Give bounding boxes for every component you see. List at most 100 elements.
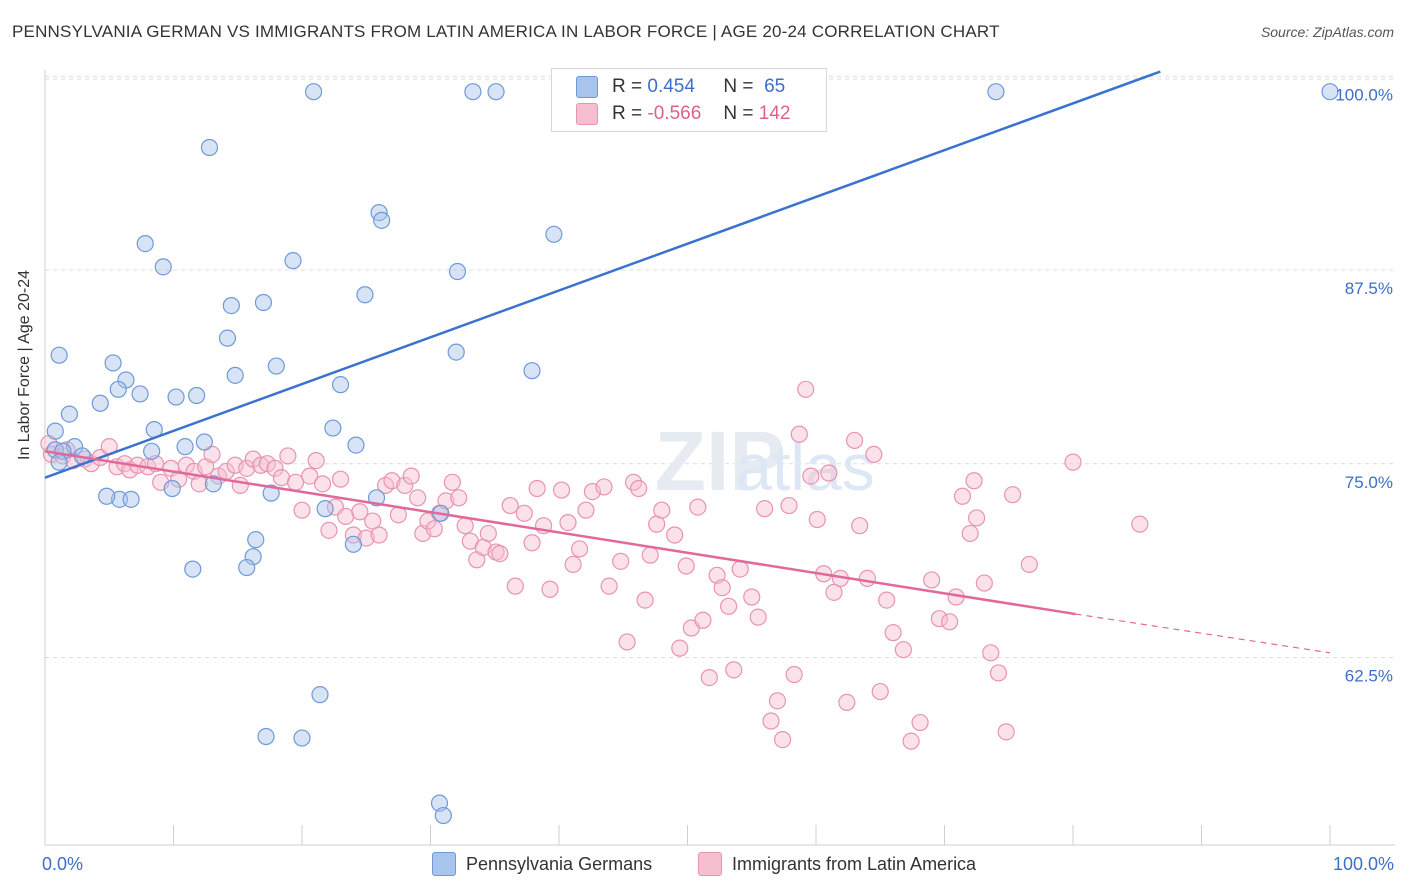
x-tick-label-min: 0.0% [42, 854, 84, 874]
point-pennsylvania-germans [218, 329, 237, 347]
point-immigrants-latin-america [351, 503, 369, 521]
point-pennsylvania-germans [131, 385, 149, 403]
legend-n-label: N = [723, 76, 754, 97]
point-pennsylvania-germans [987, 83, 1005, 101]
point-immigrants-latin-america [755, 500, 774, 518]
legend-row-pink: R = -0.566 N = 142 [576, 101, 790, 127]
point-pennsylvania-germans [109, 380, 127, 398]
point-immigrants-latin-america [320, 521, 338, 539]
point-immigrants-latin-america [865, 445, 883, 463]
point-pennsylvania-germans [188, 386, 206, 405]
point-pennsylvania-germans [176, 438, 194, 456]
legend-r-value: 0.454 [647, 76, 695, 97]
point-immigrants-latin-america [450, 489, 468, 507]
point-immigrants-latin-america [768, 692, 787, 710]
point-immigrants-latin-america [383, 472, 401, 490]
point-pennsylvania-germans [98, 487, 116, 505]
point-pennsylvania-germans [267, 357, 285, 375]
point-immigrants-latin-america [982, 644, 1000, 662]
bottom-legend-pink: Immigrants from Latin America [698, 852, 976, 876]
point-pennsylvania-germans [222, 297, 240, 315]
point-pennsylvania-germans [136, 235, 154, 253]
point-pennsylvania-germans [226, 366, 244, 384]
point-immigrants-latin-america [780, 496, 798, 515]
legend-r-label: R = [612, 103, 643, 124]
point-immigrants-latin-america [570, 540, 589, 558]
y-tick-labels: 62.5% 75.0% 87.5% 100.0% [1335, 85, 1393, 685]
point-pennsylvania-germans [487, 83, 505, 101]
point-immigrants-latin-america [743, 588, 761, 606]
point-immigrants-latin-america [313, 475, 332, 493]
point-immigrants-latin-america [600, 577, 618, 595]
pink-points-layer [40, 380, 1149, 750]
point-immigrants-latin-america [653, 501, 671, 519]
point-pennsylvania-germans [91, 394, 109, 412]
trend-line-pink-extension [1075, 613, 1331, 654]
point-immigrants-latin-america [636, 591, 654, 609]
source-label: Source: ZipAtlas.com [1260, 24, 1394, 40]
point-immigrants-latin-america [953, 487, 972, 505]
point-pennsylvania-germans [195, 433, 213, 451]
point-immigrants-latin-america [666, 526, 684, 544]
point-immigrants-latin-america [559, 513, 577, 532]
point-immigrants-latin-america [301, 467, 319, 485]
point-pennsylvania-germans [238, 558, 256, 577]
point-immigrants-latin-america [720, 597, 738, 615]
point-immigrants-latin-america [725, 661, 743, 679]
point-pennsylvania-germans [204, 475, 222, 493]
point-immigrants-latin-america [731, 560, 749, 578]
y-tick-label: 87.5% [1345, 279, 1393, 298]
point-immigrants-latin-america [858, 569, 877, 588]
point-immigrants-latin-america [479, 524, 497, 543]
point-immigrants-latin-america [409, 489, 427, 507]
point-pennsylvania-germans [347, 436, 365, 454]
legend-r-label: R = [612, 76, 643, 97]
watermark-atlas: atlas [735, 430, 874, 504]
point-immigrants-latin-america [425, 520, 443, 538]
point-pennsylvania-germans [60, 405, 79, 423]
point-immigrants-latin-america [975, 574, 993, 592]
point-pennsylvania-germans [257, 727, 275, 746]
y-tick-label: 75.0% [1345, 473, 1393, 492]
point-immigrants-latin-america [252, 456, 270, 474]
legend-row-blue: R = 0.454 N = 65 [576, 74, 785, 100]
point-immigrants-latin-america [307, 452, 325, 470]
point-immigrants-latin-america [820, 464, 838, 482]
point-pennsylvania-germans [464, 83, 482, 101]
point-immigrants-latin-america [364, 512, 382, 530]
point-immigrants-latin-america [989, 664, 1008, 682]
point-pennsylvania-germans [46, 422, 64, 440]
trend-layer [44, 70, 1331, 654]
y-axis-label: In Labor Force | Age 20-24 [16, 269, 33, 460]
point-immigrants-latin-america [700, 668, 718, 687]
point-pennsylvania-germans [304, 83, 323, 101]
point-immigrants-latin-america [231, 476, 249, 494]
point-immigrants-latin-america [878, 591, 896, 609]
bottom-legend-label-pink: Immigrants from Latin America [732, 853, 977, 874]
point-pennsylvania-germans [344, 535, 362, 553]
point-immigrants-latin-america [279, 447, 297, 465]
point-pennsylvania-germans [448, 262, 467, 281]
point-immigrants-latin-america [506, 577, 524, 595]
point-immigrants-latin-america [564, 555, 582, 574]
point-pennsylvania-germans [523, 362, 541, 380]
point-pennsylvania-germans [143, 442, 161, 460]
point-immigrants-latin-america [630, 479, 648, 498]
point-immigrants-latin-america [923, 571, 941, 589]
point-pennsylvania-germans [104, 354, 122, 372]
point-immigrants-latin-america [456, 517, 474, 535]
point-immigrants-latin-america [552, 481, 571, 499]
point-immigrants-latin-america [941, 613, 959, 631]
point-immigrants-latin-america [1004, 486, 1022, 504]
point-pennsylvania-germans [200, 138, 219, 157]
point-immigrants-latin-america [344, 526, 362, 544]
bottom-legend-label-blue: Pennsylvania Germans [466, 853, 653, 874]
point-immigrants-latin-america [266, 459, 284, 477]
point-immigrants-latin-america [902, 732, 920, 750]
point-immigrants-latin-america [612, 552, 630, 570]
point-pennsylvania-germans [50, 346, 68, 364]
point-pennsylvania-germans [373, 211, 391, 229]
point-immigrants-latin-america [203, 445, 221, 463]
point-immigrants-latin-america [528, 479, 546, 498]
